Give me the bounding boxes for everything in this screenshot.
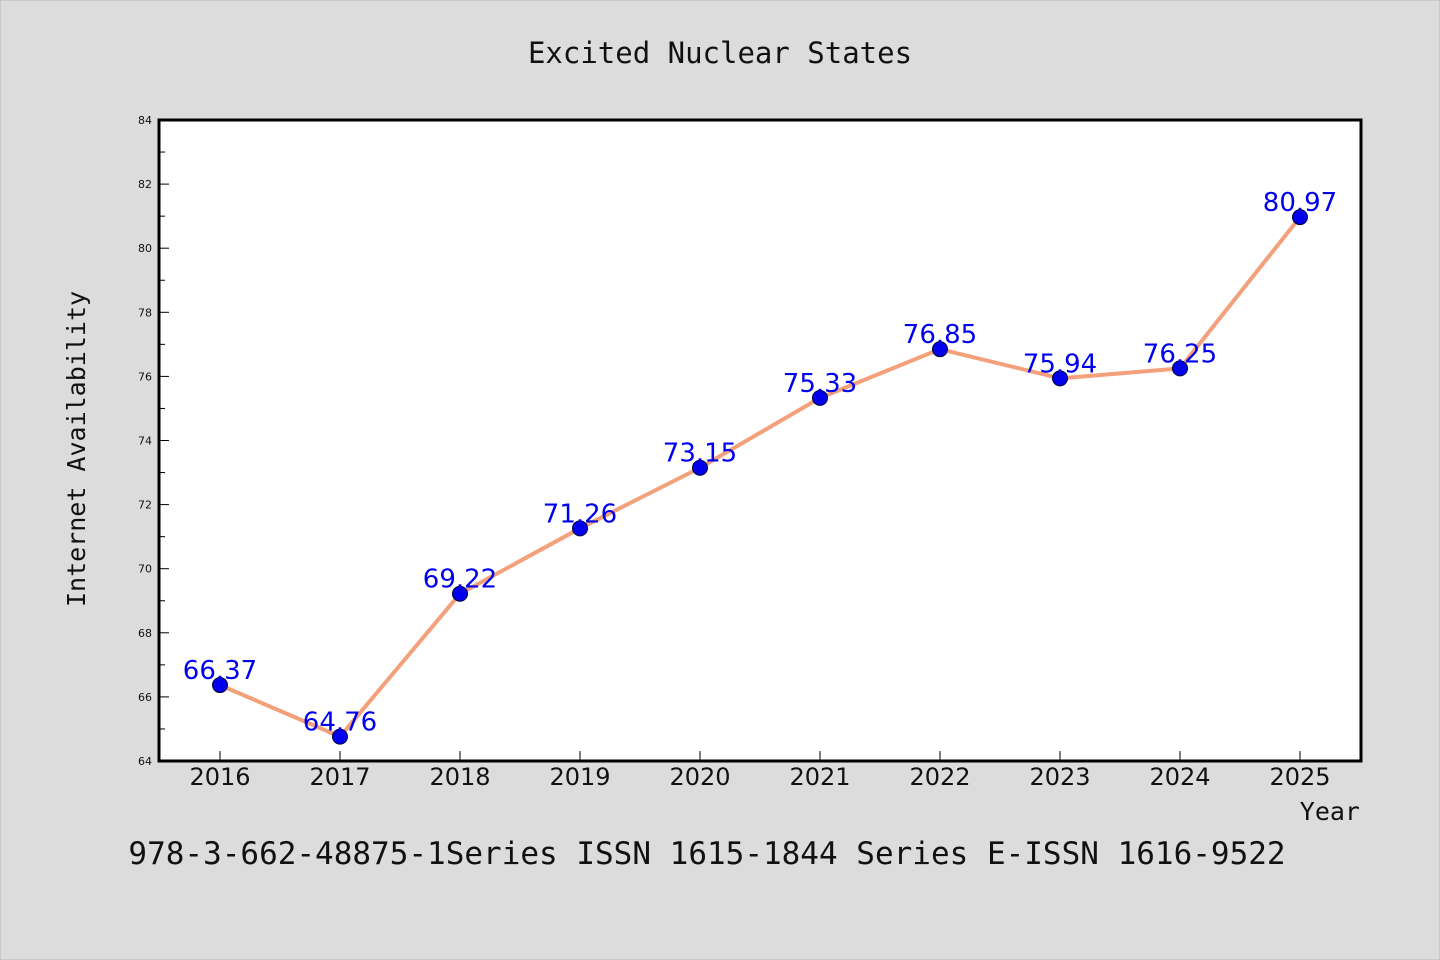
data-point — [1052, 370, 1068, 387]
data-label: 64.76 — [303, 708, 377, 738]
series-layer — [212, 209, 1308, 745]
x-tick-label: 2020 — [669, 763, 730, 791]
chart-title: Excited Nuclear States — [528, 36, 912, 70]
plot-area — [157, 118, 1363, 763]
data-label: 69.22 — [423, 565, 497, 595]
data-point — [212, 677, 228, 694]
data-label: 71.26 — [543, 499, 617, 529]
y-tick-label: 66 — [138, 691, 152, 704]
footer-text: 978-3-662-48875-1Series ISSN 1615-1844 S… — [128, 836, 1285, 872]
data-label: 66.37 — [183, 656, 257, 686]
y-tick-label: 80 — [138, 242, 152, 255]
y-axis-label: Internet Availability — [62, 291, 91, 607]
data-point — [932, 341, 948, 358]
y-tick-label: 74 — [138, 435, 152, 448]
data-point — [1172, 360, 1188, 377]
y-tick-label: 76 — [138, 370, 152, 383]
x-tick-label: 2023 — [1029, 763, 1090, 791]
x-tick-label: 2017 — [309, 763, 370, 791]
x-axis-ticks: 2016 2017 2018 2019 2020 2021 2022 2023 2024 2025 — [189, 751, 1331, 791]
y-axis-ticks: 64 66 68 70 72 74 76 78 80 82 84 — [138, 114, 169, 768]
x-tick-label: 2024 — [1149, 763, 1210, 791]
data-point — [452, 585, 468, 602]
data-label: 76.85 — [903, 320, 977, 350]
data-label: 76.25 — [1143, 339, 1217, 369]
x-tick-label: 2022 — [909, 763, 970, 791]
data-point — [332, 728, 348, 745]
x-tick-label: 2025 — [1269, 763, 1330, 791]
data-label: 80.97 — [1263, 188, 1337, 218]
x-tick-label: 2018 — [429, 763, 490, 791]
y-tick-label: 68 — [138, 627, 152, 640]
data-point — [1292, 209, 1308, 226]
x-tick-label: 2021 — [789, 763, 850, 791]
data-label: 75.94 — [1023, 349, 1097, 379]
series-line — [218, 215, 1302, 739]
data-label: 73.15 — [663, 439, 737, 469]
y-tick-label: 70 — [138, 563, 152, 576]
data-point — [812, 389, 828, 406]
y-tick-label: 82 — [138, 178, 152, 191]
data-labels: 66.37 64.76 69.22 71.26 73.15 75.33 76.85 75.94… — [183, 188, 1337, 738]
data-label: 75.33 — [783, 369, 857, 399]
x-tick-label: 2016 — [189, 763, 250, 791]
y-tick-label: 78 — [138, 306, 152, 319]
data-point — [572, 520, 588, 537]
data-point — [692, 459, 708, 476]
x-tick-label: 2019 — [549, 763, 610, 791]
y-tick-label: 64 — [138, 755, 152, 768]
y-tick-label: 84 — [138, 114, 152, 127]
y-tick-label: 72 — [138, 499, 152, 512]
x-axis-label: Year — [1300, 797, 1360, 826]
